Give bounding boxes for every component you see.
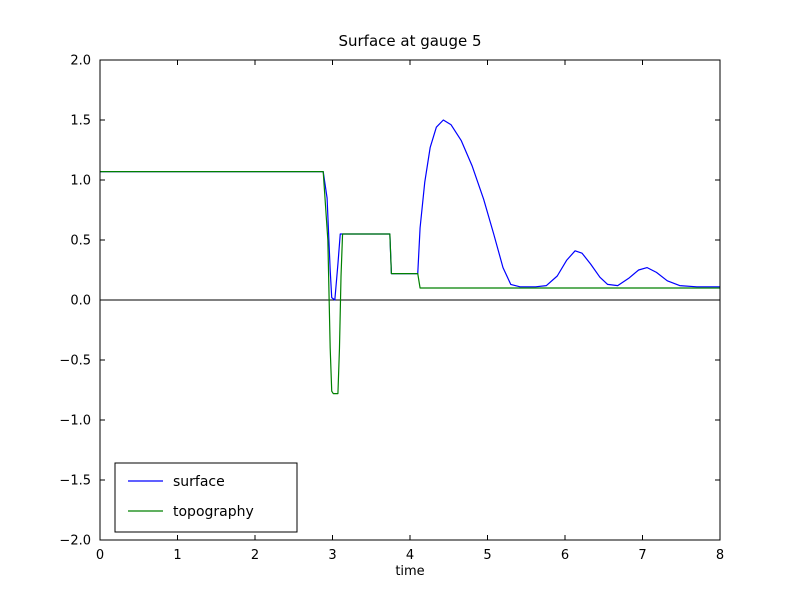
y-tick-label: 1.0 (70, 174, 91, 189)
y-tick-label: 1.5 (70, 114, 91, 129)
x-tick-label: 2 (251, 548, 259, 563)
x-axis-label: time (395, 564, 424, 579)
x-tick-label: 5 (483, 548, 491, 563)
x-tick-label: 4 (406, 548, 414, 563)
y-tick-label: −0.5 (59, 354, 91, 369)
y-tick-label: 0.0 (70, 294, 91, 309)
legend-label-topography: topography (173, 504, 254, 520)
legend-box (114, 462, 298, 533)
series-line-surface (100, 119, 720, 301)
y-tick-label: −2.0 (59, 534, 91, 549)
legend-label-surface: surface (173, 474, 225, 490)
y-tick-label: −1.0 (59, 414, 91, 429)
x-tick-label: 8 (716, 548, 724, 563)
chart-title: Surface at gauge 5 (338, 32, 481, 50)
series-line-topography (100, 171, 720, 395)
x-tick-label: 3 (328, 548, 336, 563)
legend: surface topography (114, 462, 298, 533)
y-tick-label: −1.5 (59, 474, 91, 489)
y-tick-label: 2.0 (70, 54, 91, 69)
x-tick-label: 0 (96, 548, 104, 563)
x-tick-label: 7 (638, 548, 646, 563)
x-tick-label: 1 (173, 548, 181, 563)
y-tick-label: 0.5 (70, 234, 91, 249)
x-tick-label: 6 (561, 548, 569, 563)
